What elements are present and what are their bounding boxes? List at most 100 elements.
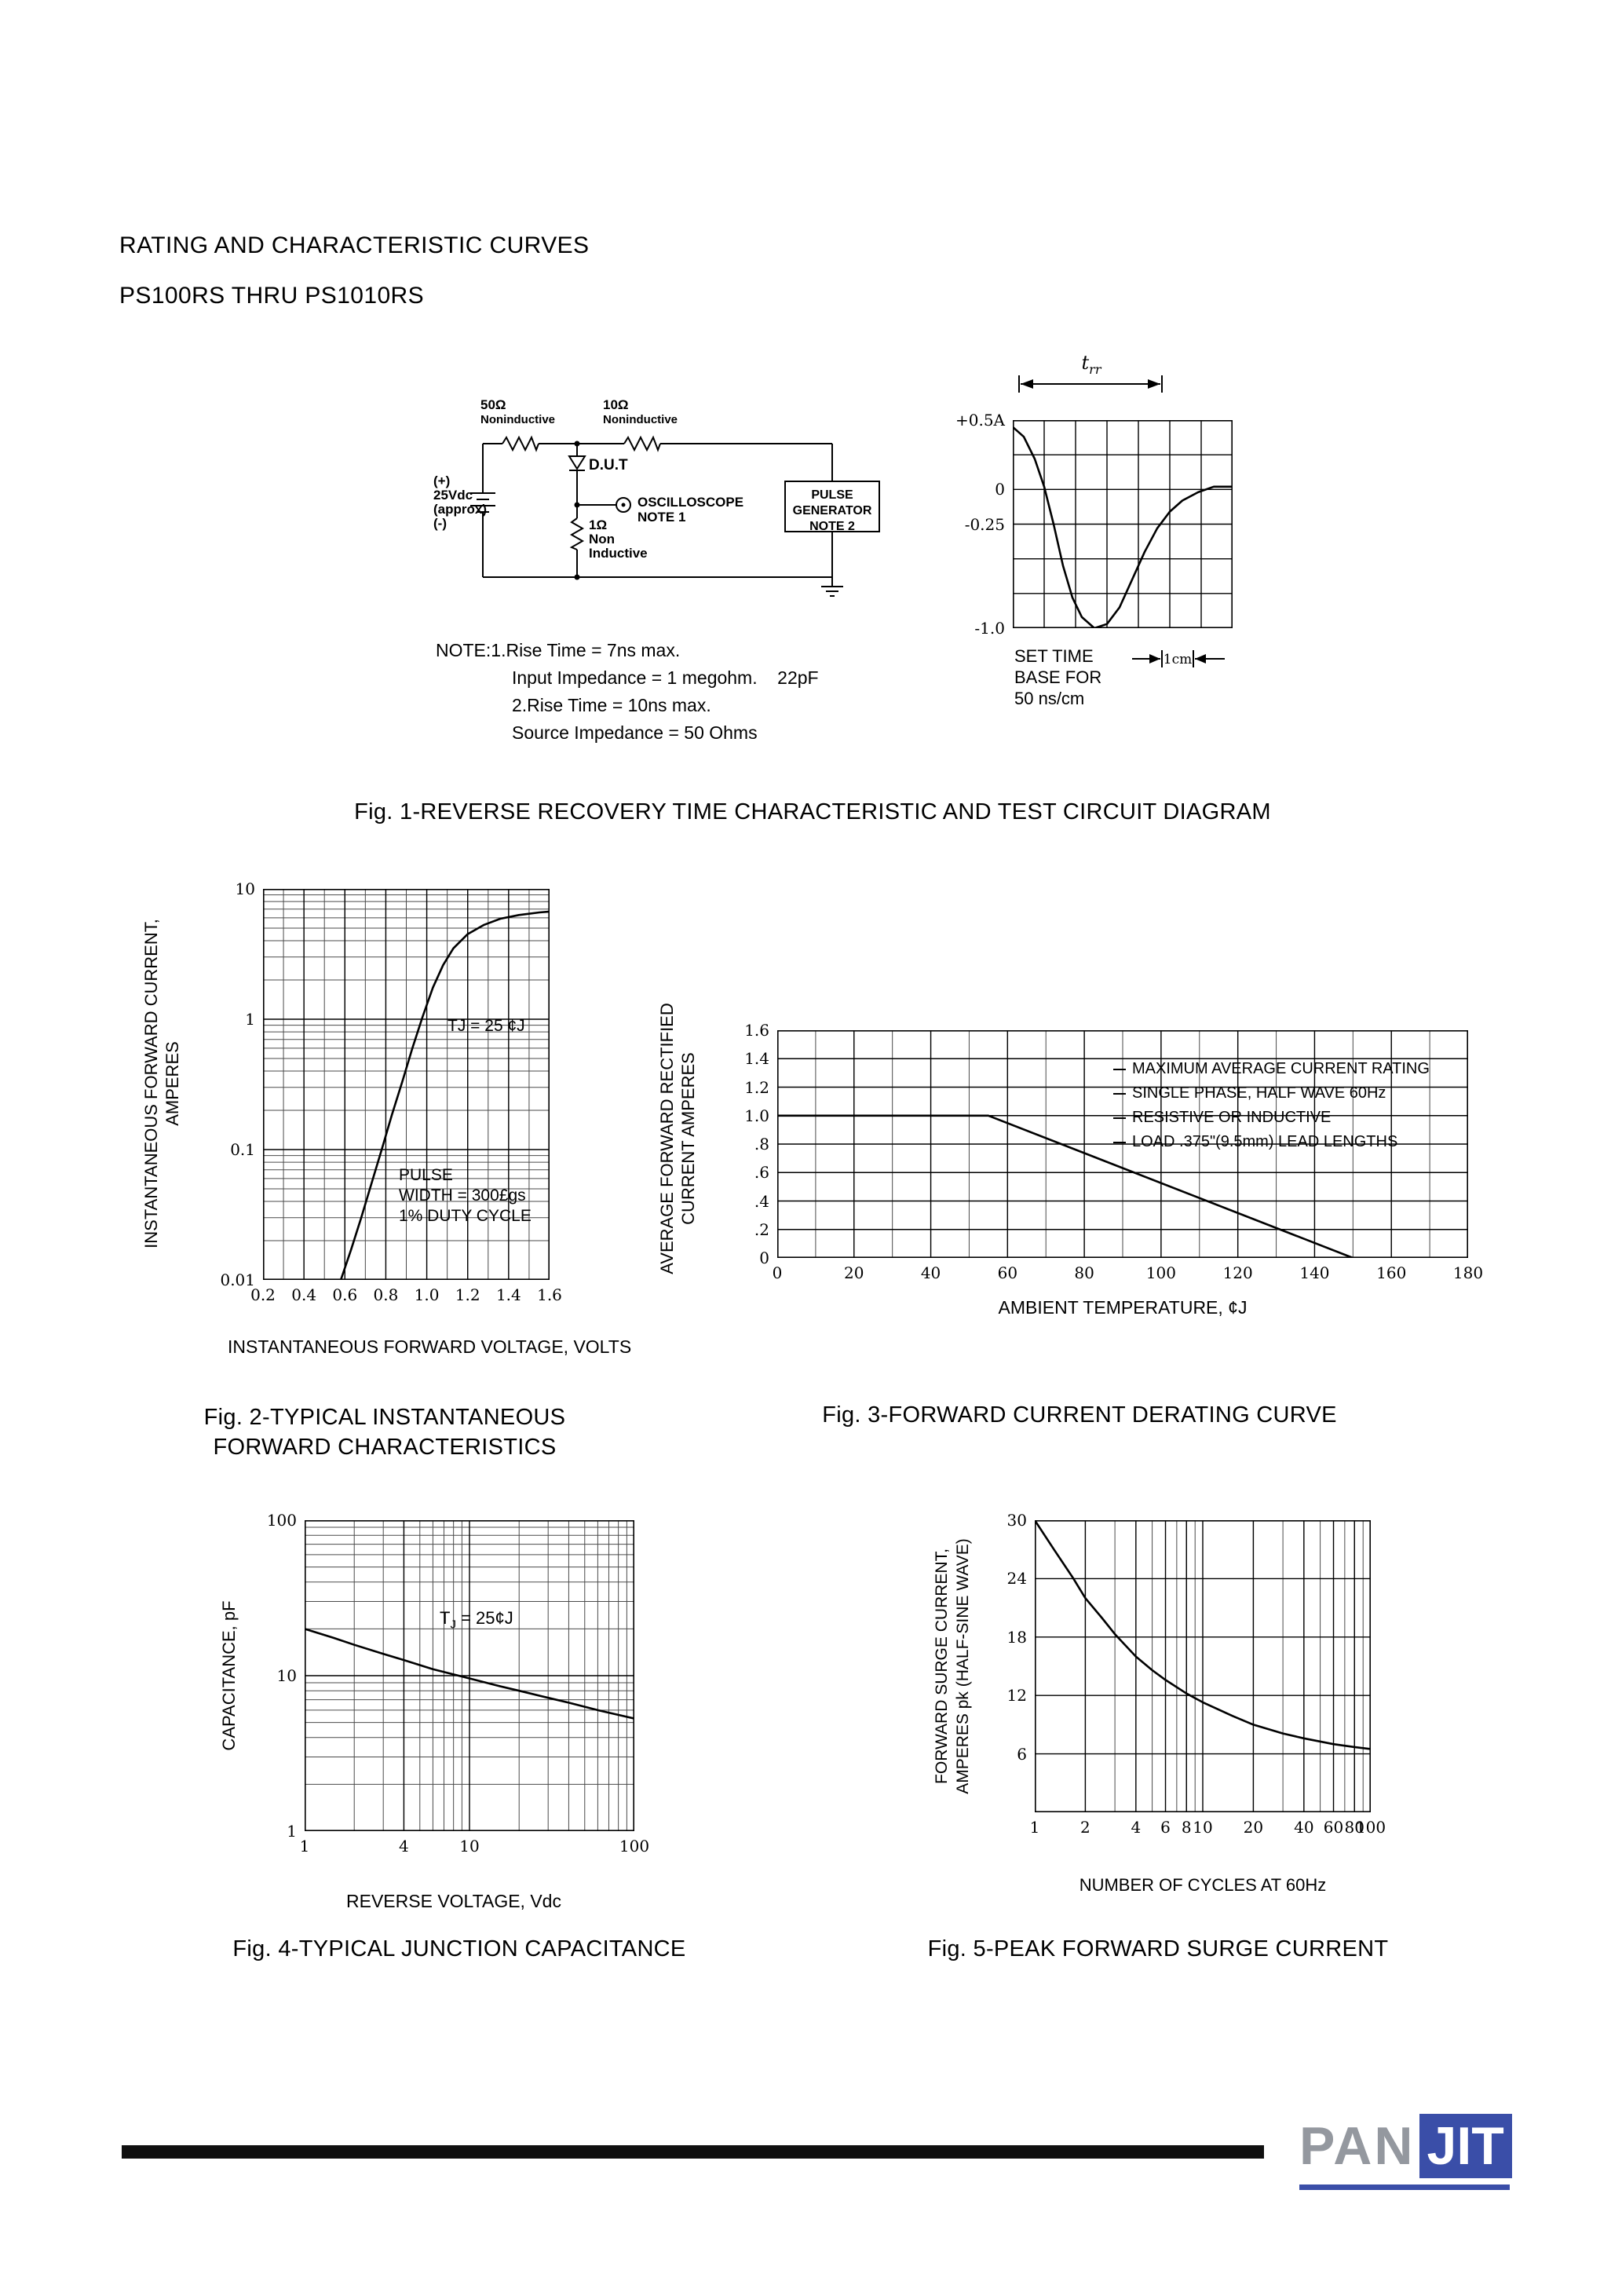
resistor-1ohm-type-1: Non <box>589 532 616 547</box>
fig5-ylabel-line2: AMPERES pk (HALF-SINE WAVE) <box>954 1538 972 1794</box>
fig4-tj-rest: = 25¢J <box>455 1608 513 1628</box>
x-tick-label: 100 <box>1355 1818 1386 1837</box>
logo-underline <box>1299 2184 1510 2190</box>
fig4-x-axis-label: REVERSE VOLTAGE, Vdc <box>346 1891 561 1911</box>
footer-rule <box>122 2145 1264 2159</box>
fig2-y-axis-label: INSTANTANEOUS FORWARD CURRENT, AMPERES <box>141 879 182 1288</box>
x-tick-label: 10 <box>459 1837 480 1855</box>
fig4-y-axis-label: CAPACITANCE, pF <box>219 1600 239 1751</box>
junction-dots <box>574 441 626 580</box>
fig4-tj-subscript: J <box>450 1618 456 1632</box>
y-tick-label: 0.01 <box>220 1270 255 1289</box>
junction-capacitance <box>305 1628 634 1720</box>
resistor-50ohm-value: 50Ω <box>480 397 506 412</box>
fig5-ylabel-line1: FORWARD SURGE CURRENT, <box>933 1548 951 1784</box>
y-tick-label: 0 <box>759 1249 769 1267</box>
scope-graticule <box>1013 420 1233 628</box>
pulse-generator-line1: PULSE <box>811 488 853 502</box>
fig2-ylabel-line2: AMPERES <box>163 1041 182 1126</box>
note-line-3: 2.Rise Time = 10ns max. <box>512 695 711 715</box>
x-tick-label: 1.2 <box>455 1285 480 1304</box>
fig2-caption-line1: Fig. 2-TYPICAL INSTANTANEOUS <box>203 1405 566 1430</box>
one-cm-dimension-arrows <box>1132 650 1225 667</box>
y-tick-label: 1 <box>287 1822 297 1841</box>
fig2-ylabel-line1: INSTANTANEOUS FORWARD CURRENT, <box>141 919 161 1249</box>
fig2-pulse-annotation: PULSE WIDTH = 300£gs 1% DUTY CYCLE <box>399 1165 532 1227</box>
y-tick-label: 1.6 <box>744 1021 769 1040</box>
pulse-generator-label: PULSE GENERATOR NOTE 2 <box>785 488 879 535</box>
x-tick-label: 10 <box>1193 1818 1213 1837</box>
x-tick-label: 0 <box>772 1263 783 1282</box>
x-tick-label: 2 <box>1080 1818 1090 1837</box>
set-time-line3: 50 ns/cm <box>1014 689 1085 708</box>
one-cm-label: 1cm <box>1163 652 1193 667</box>
x-tick-label: 1 <box>299 1837 310 1855</box>
x-tick-label: 1 <box>1029 1818 1040 1837</box>
x-tick-label: 0.4 <box>291 1285 317 1304</box>
x-tick-label: 80 <box>1074 1263 1094 1282</box>
y-tick-label: 24 <box>1006 1569 1027 1589</box>
y-tick-label: 1.4 <box>744 1049 769 1069</box>
reverse-recovery-scope-plot: +0.5A 0 -0.25 -1.0 <box>942 411 1311 671</box>
fig2-plot <box>263 889 550 1280</box>
y-tick-label: 30 <box>1006 1511 1027 1530</box>
instantaneous-forward-current <box>339 910 550 1280</box>
oscilloscope-label: OSCILLOSCOPE NOTE 1 <box>637 495 743 525</box>
dut-label: D.U.T <box>589 457 628 473</box>
x-tick-label: 0.6 <box>332 1285 358 1304</box>
oscilloscope-text: OSCILLOSCOPE <box>637 495 744 510</box>
y-tick-label: +0.5A <box>955 411 1005 430</box>
note-line-2: Input Impedance = 1 megohm. 22pF <box>512 667 819 688</box>
part-number-range: PS100RS THRU PS1010RS <box>119 283 425 309</box>
x-tick-label: 4 <box>399 1837 409 1855</box>
y-tick-label: -1.0 <box>974 619 1005 638</box>
resistor-50ohm-type: Noninductive <box>480 413 556 426</box>
x-tick-label: 8 <box>1181 1818 1192 1837</box>
fig3-legend: MAXIMUM AVERAGE CURRENT RATING SINGLE PH… <box>1113 1057 1430 1154</box>
fig5-chart: 1 2 4 6 8 10 20 40 60 80 100 30 24 18 12 6 <box>981 1509 1394 1847</box>
fig4-plot <box>305 1520 634 1831</box>
set-time-line1: SET TIME <box>1014 646 1094 666</box>
trr-subscript: rr <box>1089 361 1101 377</box>
y-tick-label: 18 <box>1006 1627 1027 1647</box>
resistor-10ohm-value: 10Ω <box>603 397 629 412</box>
y-tick-label: 6 <box>1017 1744 1027 1764</box>
fig3-ylabel-line2: CURRENT AMPERES <box>678 1052 698 1225</box>
y-tick-label: .2 <box>754 1219 769 1239</box>
fig5-caption: Fig. 5-PEAK FORWARD SURGE CURRENT <box>927 1936 1389 1961</box>
fig2-chart: 0.2 0.4 0.6 0.8 1.0 1.2 1.4 1.6 10 1 0.1 0.01 <box>200 878 569 1318</box>
fig4-caption: Fig. 4-TYPICAL JUNCTION CAPACITANCE <box>232 1936 686 1961</box>
set-time-line2: BASE FOR <box>1014 667 1102 687</box>
derating-curve <box>777 1114 1354 1258</box>
y-tick-label: .8 <box>754 1135 769 1153</box>
resistor-1ohm-type-2: Inductive <box>589 546 648 561</box>
x-tick-label: 20 <box>844 1263 864 1282</box>
fig2-tj-annotation: TJ = 25 ¢J <box>448 1017 525 1035</box>
resistor-10ohm-type: Noninductive <box>603 413 678 426</box>
fig2-pulse-line3: 1% DUTY CYCLE <box>399 1207 532 1225</box>
x-tick-label: 20 <box>1243 1818 1264 1837</box>
fig3-legend-line4: LOAD .375"(9.5mm) LEAD LENGTHS <box>1113 1130 1430 1154</box>
y-tick-label: 10 <box>235 879 255 898</box>
note-line-1: NOTE:1.Rise Time = 7ns max. <box>436 640 681 660</box>
fig3-ylabel-line1: AVERAGE FORWARD RECTIFIED <box>657 1003 677 1274</box>
test-circuit-schematic <box>470 435 880 597</box>
fig2-x-axis-label: INSTANTANEOUS FORWARD VOLTAGE, VOLTS <box>228 1336 632 1357</box>
resistor-10ohm-label: 10Ω Noninductive <box>603 397 678 427</box>
panjit-logo: PAN JIT <box>1299 2114 1512 2178</box>
supply-minus: (-) <box>433 516 447 531</box>
fig5-y-axis-label: FORWARD SURGE CURRENT, AMPERES pk (HALF-… <box>931 1497 972 1835</box>
x-tick-label: 120 <box>1222 1263 1253 1282</box>
y-tick-label: 0.1 <box>230 1140 255 1159</box>
x-tick-label: 0.8 <box>373 1285 399 1304</box>
x-tick-label: 140 <box>1299 1263 1330 1282</box>
fig3-legend-line1: MAXIMUM AVERAGE CURRENT RATING <box>1113 1057 1430 1081</box>
fig3-x-axis-label: AMBIENT TEMPERATURE, ¢J <box>998 1297 1248 1318</box>
reverse-recovery-current <box>1013 426 1233 628</box>
trr-label: trr <box>1052 352 1131 377</box>
x-tick-label: 40 <box>920 1263 941 1282</box>
x-tick-label: 6 <box>1160 1818 1171 1837</box>
fig3-legend-line3: RESISTIVE OR INDUCTIVE <box>1113 1106 1430 1130</box>
trr-base: t <box>1081 352 1090 374</box>
x-tick-label: 80 <box>1344 1818 1364 1837</box>
